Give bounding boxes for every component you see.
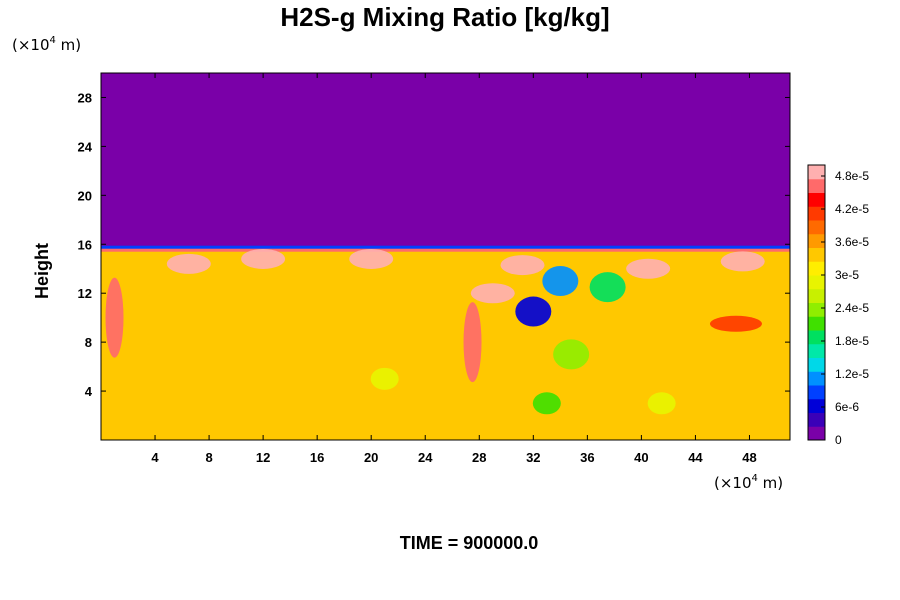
field-feature-cap (349, 248, 394, 269)
field-feature-wall (463, 302, 482, 383)
x-tick-label: 16 (310, 450, 324, 465)
colorbar-swatch (808, 165, 825, 180)
colorbar-swatch (808, 398, 825, 413)
x-axis-ticks: 4 8 12 16 20 24 28 32 36 40 44 48 (151, 73, 757, 465)
colorbar-swatch (808, 247, 825, 262)
x-tick-label: 28 (472, 450, 486, 465)
field-feature-wall (105, 277, 124, 358)
y-axis-unit: (×104 m) (12, 35, 81, 54)
field-feature-eddy (532, 392, 561, 415)
y-tick-label: 20 (78, 188, 92, 203)
colorbar-swatch (808, 233, 825, 248)
x-tick-label: 8 (205, 450, 212, 465)
field-feature-eddy (370, 367, 399, 390)
y-tick-label: 24 (78, 139, 93, 154)
colorbar-swatch (808, 178, 825, 193)
colorbar-swatch (808, 412, 825, 427)
field-feature-plume (542, 265, 579, 296)
x-tick-label: 32 (526, 450, 540, 465)
interface-band (101, 248, 790, 252)
field-feature-plume (515, 296, 552, 327)
x-tick-label: 24 (418, 450, 433, 465)
colorbar-tick-label: 3.6e-5 (835, 235, 869, 249)
y-tick-label: 28 (78, 90, 92, 105)
colorbar-tick-label: 1.2e-5 (835, 367, 869, 381)
colorbar-swatch (808, 288, 825, 303)
colorbar-swatch (808, 316, 825, 331)
x-axis-unit: (×104 m) (714, 473, 783, 492)
colorbar-swatch (808, 275, 825, 290)
colorbar-swatch (808, 261, 825, 276)
time-label: TIME = 900000.0 (400, 533, 539, 553)
interface-line (101, 245, 790, 250)
colorbar-swatch (808, 220, 825, 235)
x-tick-label: 20 (364, 450, 378, 465)
colorbar-swatch (808, 192, 825, 207)
field-feature-band (709, 315, 762, 332)
x-tick-label: 36 (580, 450, 594, 465)
x-tick-label: 4 (151, 450, 159, 465)
colorbar-tick-label: 2.4e-5 (835, 301, 869, 315)
field-feature-cap (720, 251, 765, 272)
x-tick-label: 40 (634, 450, 648, 465)
colorbar-tick-label: 6e-6 (835, 400, 859, 414)
y-axis-ticks: 4 8 12 16 20 24 28 (78, 90, 790, 399)
field-feature-cap (626, 258, 671, 279)
upper-layer (101, 73, 790, 248)
colorbar-tick-label: 0 (835, 433, 842, 447)
x-tick-label: 12 (256, 450, 270, 465)
colorbar-swatch (808, 302, 825, 317)
field-feature-eddy (647, 392, 676, 415)
field-feature-cap (470, 283, 515, 304)
colorbar-tick-label: 1.8e-5 (835, 334, 869, 348)
x-tick-label: 48 (742, 450, 756, 465)
chart-title: H2S-g Mixing Ratio [kg/kg] (280, 2, 609, 32)
colorbar-swatch (808, 343, 825, 358)
y-axis-label: Height (32, 243, 52, 299)
colorbar-tick-label: 3e-5 (835, 268, 859, 282)
y-tick-label: 8 (85, 335, 92, 350)
colorbar-swatch (808, 371, 825, 386)
colorbar-swatch (808, 385, 825, 400)
colorbar-swatch (808, 357, 825, 372)
y-tick-label: 16 (78, 237, 92, 252)
field-feature-plume (553, 339, 590, 370)
field-feature-cap (166, 253, 211, 274)
colorbar-tick-label: 4.8e-5 (835, 169, 869, 183)
colorbar-frame (807, 164, 826, 441)
y-tick-label: 12 (78, 286, 92, 301)
field-feature-cap (241, 248, 286, 269)
colorbar: 0 6e-6 1.2e-5 1.8e-5 2.4e-5 3e-5 3.6e-5 4.2e-5 4… (807, 164, 869, 447)
x-tick-label: 44 (688, 450, 703, 465)
colorbar-swatch (808, 330, 825, 345)
colorbar-swatch (808, 426, 825, 441)
colorbar-swatch (808, 206, 825, 221)
field-feature-plume (589, 272, 626, 303)
mixing-ratio-field (101, 73, 790, 440)
plot-frame (100, 72, 791, 441)
lower-layer (101, 246, 790, 440)
colorbar-tick-label: 4.2e-5 (835, 202, 869, 216)
y-tick-label: 4 (85, 384, 93, 399)
field-feature-cap (500, 255, 545, 276)
